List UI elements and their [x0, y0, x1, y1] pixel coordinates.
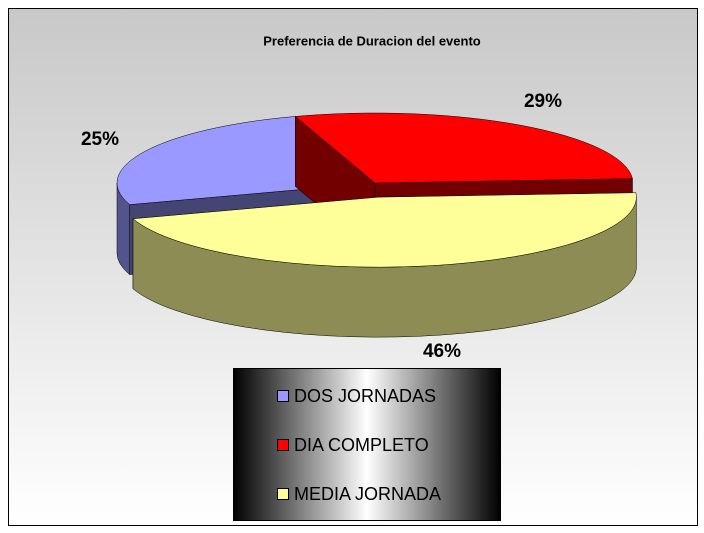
legend-swatch: [277, 439, 289, 451]
legend-swatch: [277, 488, 289, 500]
legend-swatch: [277, 390, 289, 402]
legend-label: DOS JORNADAS: [294, 386, 436, 406]
slice: [132, 192, 637, 338]
legend-items: DOS JORNADAS DIA COMPLETO MEDIA JORNADA: [277, 386, 441, 504]
slice-top: [294, 112, 633, 184]
data-label: 29%: [524, 91, 562, 112]
chart-title: Preferencia de Duracion del evento: [263, 33, 481, 48]
data-label: 25%: [81, 129, 119, 150]
data-label: 46%: [423, 341, 461, 362]
slice-top: [132, 192, 637, 268]
legend-label: MEDIA JORNADA: [294, 484, 441, 504]
pie: 25% 29% 46%: [81, 91, 637, 362]
legend-label: DIA COMPLETO: [294, 435, 429, 455]
